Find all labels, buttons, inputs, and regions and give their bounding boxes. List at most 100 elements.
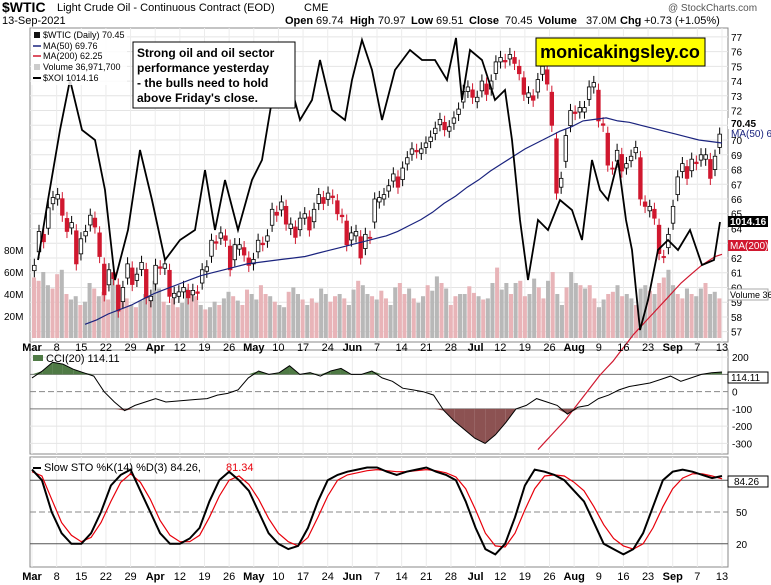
volume-bar: [101, 291, 106, 338]
volume-bar: [694, 296, 699, 338]
candle-body: [377, 197, 382, 203]
date-tick-label: 7: [694, 571, 700, 583]
candle-body: [540, 65, 545, 75]
volume-bar: [573, 283, 578, 338]
candle-body: [120, 287, 126, 303]
volume-bar: [217, 305, 222, 338]
candle-body: [493, 61, 499, 74]
candle-body: [391, 173, 396, 182]
volume-bar: [106, 299, 111, 338]
volume-bar: [78, 305, 83, 338]
volume-bar: [476, 296, 481, 338]
volume-bar: [194, 296, 199, 338]
volume-bar: [698, 288, 703, 338]
volume-bar: [587, 285, 592, 338]
volume-bar: [180, 302, 185, 338]
volume-bar: [615, 285, 620, 338]
price-panel-frame: [29, 27, 729, 343]
price-tick-label: 74: [731, 77, 743, 88]
volume-bar: [32, 277, 37, 338]
sto-k-line: [31, 466, 723, 556]
cci-tick-label: -300: [732, 439, 752, 450]
xoi-tag: 1014.16: [730, 217, 767, 228]
candle-body: [251, 259, 256, 265]
candle-body: [269, 208, 275, 226]
cci-fill-overbought: [248, 370, 259, 375]
date-tick-label: 16: [617, 571, 629, 583]
date-tick-label: Aug: [563, 571, 584, 583]
sto-label: Slow STO %K(14) %D(3) 84.26,: [44, 462, 201, 474]
candle-body: [307, 216, 312, 231]
volume-bar: [92, 288, 97, 338]
price-legend: $WTIC (Daily) 70.45 MA(50) 69.76 MA(200)…: [31, 29, 127, 85]
candle-body: [195, 291, 200, 294]
volume-bar: [207, 307, 213, 338]
volume-bar: [430, 290, 435, 338]
low-value: 69.51: [436, 15, 464, 27]
cci-tick-label: -100: [732, 405, 752, 416]
volume-tick-label: 40M: [4, 290, 23, 301]
candle-body: [223, 235, 228, 241]
candle-body: [311, 208, 317, 223]
volume-bar: [508, 294, 514, 338]
candle-body: [605, 132, 610, 166]
candle-body: [386, 185, 391, 192]
volume-bar: [277, 305, 282, 338]
volume-bar: [513, 283, 518, 338]
candle-body: [106, 269, 112, 286]
volume-bar: [393, 287, 398, 338]
candle-body: [274, 211, 279, 216]
volume-bar: [379, 290, 384, 338]
volume-bar: [458, 294, 463, 338]
volume-bar: [647, 290, 652, 338]
candle-body: [572, 111, 578, 114]
cci-tick-label: 0: [732, 388, 738, 399]
candle-body: [335, 200, 340, 215]
date-tick-label: 12: [174, 342, 186, 354]
candle-body: [624, 163, 629, 169]
volume-bar: [337, 294, 342, 338]
volume-bar: [319, 288, 324, 338]
candlesticks: [32, 47, 722, 318]
volume-bar: [485, 298, 490, 338]
cci-fill-overbought: [320, 370, 331, 375]
symbol-title: $WTIC: [2, 0, 46, 15]
volume-bar: [388, 305, 393, 338]
volume-bar: [282, 307, 287, 338]
candle-body: [265, 235, 270, 242]
volume-bar: [684, 288, 689, 338]
volume-bar: [532, 278, 537, 338]
cci-legend: CCI(20) 114.11: [33, 353, 120, 365]
volume-bar: [583, 288, 588, 338]
price-tick-label: 65: [731, 210, 743, 221]
open-value: 69.74: [316, 15, 344, 27]
volume-bar: [578, 285, 583, 338]
candle-body: [694, 161, 699, 165]
volume-bar: [703, 283, 708, 338]
volume-bar: [666, 269, 671, 338]
volume-bar: [254, 299, 259, 338]
candle-body: [199, 269, 205, 284]
volume-bar: [675, 294, 680, 338]
annotation-line-3: - the bulls need to hold: [137, 76, 268, 90]
candle-body: [442, 121, 447, 131]
volume-bar: [96, 296, 101, 338]
date-tick-label: 21: [420, 342, 432, 354]
volume-bar: [439, 283, 444, 338]
volume-bar: [712, 291, 717, 338]
candle-body: [610, 167, 615, 170]
date-tick-label: Mar: [22, 571, 42, 583]
volume-bar: [550, 272, 555, 338]
candle-body: [712, 155, 718, 170]
date-tick-label: 29: [124, 571, 136, 583]
date-tick-label: Sep: [663, 571, 683, 583]
date-tick-label: 10: [272, 342, 284, 354]
cci-line: [31, 361, 723, 444]
volume-bar: [45, 285, 50, 338]
date-tick-label: Jun: [343, 571, 363, 583]
volume-bar: [110, 272, 115, 338]
volume-bar: [717, 298, 722, 338]
volume-bar: [258, 285, 263, 338]
volume-bar: [559, 305, 564, 338]
volume-bar: [518, 280, 523, 338]
